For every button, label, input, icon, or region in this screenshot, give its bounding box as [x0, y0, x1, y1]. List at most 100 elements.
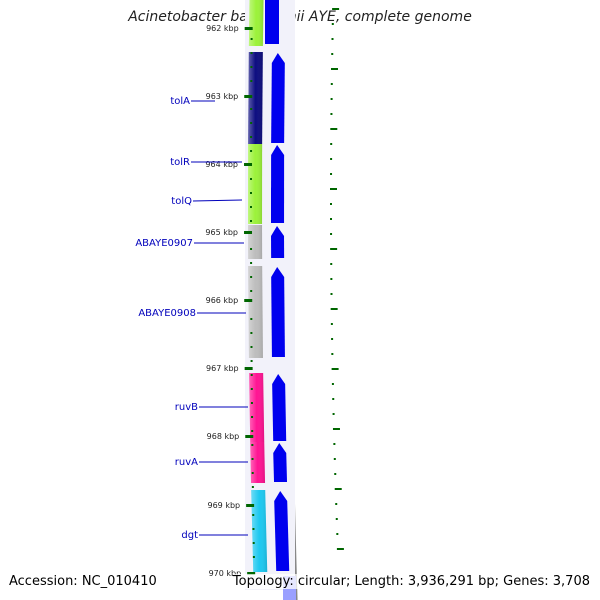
ruler-minor-tick	[250, 248, 253, 250]
gc-skew-dot	[331, 338, 334, 340]
gc-skew-dot	[331, 38, 334, 40]
ruler-minor-tick	[250, 108, 253, 110]
gc-skew-dot	[330, 68, 338, 70]
ruler-minor-tick	[251, 486, 254, 488]
ruler-tick	[244, 27, 253, 30]
gc-skew-dot	[331, 368, 339, 370]
cds-arrow-abaye0907	[271, 226, 285, 258]
map-title: Acinetobacter baumannii AYE, complete ge…	[128, 9, 472, 25]
ruler-tick	[246, 504, 255, 507]
gc-skew-dot	[335, 503, 338, 505]
gc-skew-dot	[336, 548, 344, 550]
ruler-tick-label: 964 kbp	[205, 160, 238, 169]
ruler-minor-tick	[250, 192, 253, 194]
gc-skew-dot	[330, 218, 333, 220]
gc-skew-dot	[330, 173, 333, 175]
gene-label-ruvb: ruvB	[175, 402, 198, 413]
gc-skew-dot	[330, 128, 338, 130]
ruler-minor-tick	[250, 136, 253, 138]
gene-label-abaye0908: ABAYE0908	[138, 308, 196, 319]
ruler-minor-tick	[250, 360, 253, 362]
ruler-minor-tick	[250, 402, 253, 404]
genome-summary-text: Topology: circular; Length: 3,936,291 bp…	[232, 574, 590, 589]
gc-skew-dot	[336, 533, 339, 535]
gc-skew-dot	[331, 53, 334, 55]
ruler-tick-label: 968 kbp	[207, 432, 240, 441]
ruler-tick-label: 966 kbp	[206, 296, 239, 305]
ruler-tick-label: 970 kbp	[209, 569, 242, 578]
ruler-minor-tick	[250, 318, 253, 320]
ruler-minor-tick	[250, 374, 253, 376]
ruler-minor-tick	[250, 122, 253, 124]
ruler-tick	[244, 367, 253, 370]
feature-partial-top-shade	[248, 0, 264, 46]
gc-skew-dot	[330, 158, 333, 160]
ruler-minor-tick	[252, 542, 255, 544]
gc-skew-dot	[332, 398, 335, 400]
accession-text: Accession: NC_010410	[9, 574, 157, 589]
gc-skew-dot	[330, 323, 333, 325]
cds-arrow-tolq	[271, 178, 285, 223]
gc-skew-dot	[331, 353, 334, 355]
gc-skew-dot	[334, 473, 337, 475]
ruler-tick	[244, 231, 253, 234]
ruler-minor-tick	[250, 80, 253, 82]
ruler-tick	[244, 163, 253, 166]
gc-skew-dot	[331, 23, 334, 25]
gc-skew-dot	[330, 98, 333, 100]
ruler-minor-tick	[252, 514, 255, 516]
feature-ruva-shade	[250, 442, 266, 483]
gc-skew-dot	[335, 518, 338, 520]
feature-abaye0907-shade	[248, 225, 263, 259]
ruler-tick	[244, 95, 253, 98]
feature-ruvb-shade	[249, 373, 265, 442]
gc-skew-dot	[330, 233, 333, 235]
gc-skew-dot	[330, 143, 333, 145]
ruler-minor-tick	[250, 290, 253, 292]
gene-leader-line	[192, 199, 243, 202]
ruler-minor-tick	[250, 220, 253, 222]
ruler-tick-label: 962 kbp	[206, 24, 239, 33]
gc-skew-dot	[330, 293, 333, 295]
ruler-tick-label: 969 kbp	[208, 501, 241, 510]
cds-arrow-ruvb	[272, 374, 287, 441]
ruler-minor-tick	[252, 528, 255, 530]
cds-arrow-dgt	[274, 491, 290, 571]
ruler-minor-tick	[250, 388, 253, 390]
gc-skew-dot	[330, 308, 338, 310]
gene-label-abaye0907: ABAYE0907	[135, 238, 193, 249]
gene-label-tolq: tolQ	[171, 196, 192, 207]
feature-tolr-shade	[248, 144, 263, 224]
feature-tola-shade	[248, 52, 263, 144]
ruler-tick	[245, 435, 254, 438]
ruler-minor-tick	[250, 66, 253, 68]
ruler-tick-label: 965 kbp	[205, 228, 238, 237]
cds-arrow-partial-top	[265, 0, 279, 44]
gc-skew-dot	[332, 413, 335, 415]
gc-skew-dot	[331, 383, 334, 385]
gene-label-ruva: ruvA	[175, 457, 198, 468]
gc-skew-dot	[334, 488, 342, 490]
ruler-minor-tick	[251, 472, 254, 474]
gc-skew-dot	[330, 188, 338, 190]
gc-skew-dot	[333, 458, 336, 460]
ruler-tick	[244, 299, 253, 302]
gc-skew-dot	[330, 248, 338, 250]
gc-skew-dot	[332, 428, 340, 430]
gc-skew-dot	[333, 443, 336, 445]
cds-arrow-tola	[271, 53, 285, 143]
ruler-minor-tick	[250, 276, 253, 278]
gc-skew-dot	[330, 203, 333, 205]
ruler-minor-tick	[251, 430, 254, 432]
gc-skew-dot	[330, 263, 333, 265]
ruler-minor-tick	[250, 206, 253, 208]
ruler-minor-tick	[250, 346, 253, 348]
ruler-minor-tick	[252, 556, 255, 558]
gene-label-tolr: tolR	[170, 157, 190, 168]
gc-skew-dot	[330, 83, 333, 85]
ruler-minor-tick	[251, 444, 254, 446]
gene-label-dgt: dgt	[181, 530, 198, 541]
gene-label-tola: tolA	[170, 96, 190, 107]
ruler-minor-tick	[250, 332, 253, 334]
